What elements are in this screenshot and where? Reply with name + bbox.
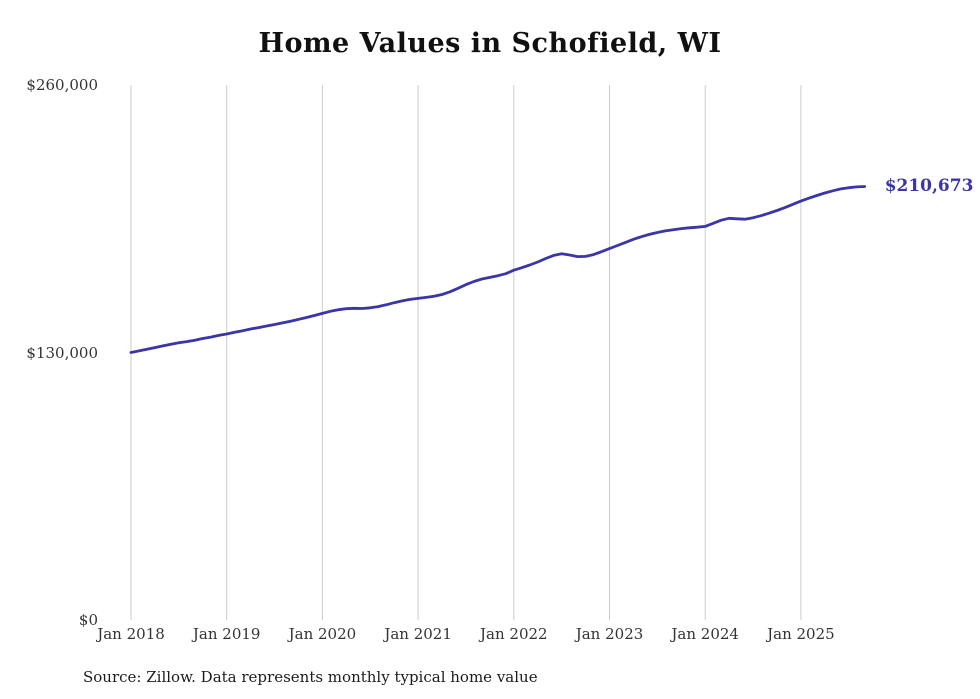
x-tick-label: Jan 2019	[192, 625, 261, 643]
x-tick-label: Jan 2025	[767, 625, 835, 643]
y-tick-label: $0	[78, 611, 98, 629]
latest-value-label: $210,673	[884, 176, 974, 197]
chart-title: Home Values in Schofield, WI	[258, 28, 722, 59]
x-tick-label: Jan 2018	[97, 625, 165, 643]
source-note: Source: Zillow. Data represents monthly …	[83, 668, 538, 686]
vertical-gridlines	[130, 85, 802, 620]
x-tick-label: Jan 2022	[480, 625, 548, 643]
home-value-line	[129, 185, 867, 354]
x-tick-label: Jan 2021	[384, 625, 452, 643]
y-tick-label: $260,000	[26, 76, 98, 94]
x-tick-label: Jan 2024	[671, 625, 739, 643]
y-tick-label: $130,000	[26, 343, 98, 362]
x-tick-label: Jan 2023	[575, 625, 644, 643]
x-tick-label: Jan 2020	[288, 625, 357, 643]
